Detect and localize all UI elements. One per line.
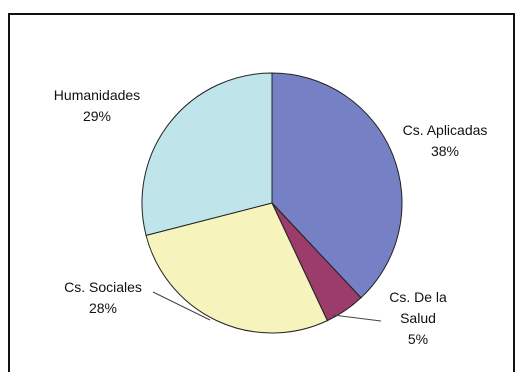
- leader-line-1: [332, 314, 382, 322]
- slice-label-3: Humanidades: [54, 87, 140, 103]
- slice-label-2: Cs. Sociales: [64, 279, 142, 295]
- pie-slice-0: [271, 72, 403, 299]
- slice-percent-2: 28%: [89, 300, 117, 316]
- pie-slice-2: [145, 202, 329, 334]
- slice-percent-3: 29%: [83, 108, 111, 124]
- slice-percent-0: 38%: [431, 143, 459, 159]
- slice-label-1: Salud: [400, 310, 436, 326]
- slice-label-1: Cs. De la: [389, 289, 447, 305]
- slice-label-0: Cs. Aplicadas: [403, 122, 488, 138]
- pie-slice-3: [141, 72, 273, 236]
- slice-percent-1: 5%: [408, 331, 428, 347]
- leader-line-2: [152, 291, 211, 321]
